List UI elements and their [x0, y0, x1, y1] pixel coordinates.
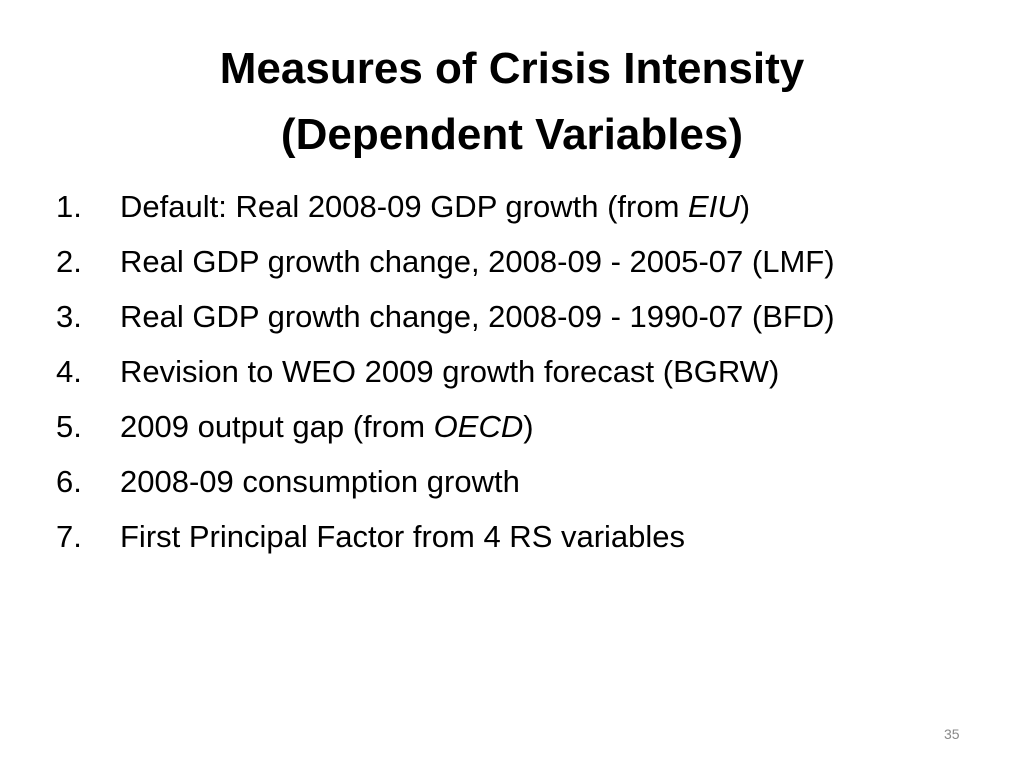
item-text: Real GDP growth change, 2008-09 - 1990-0…: [120, 294, 890, 340]
list-item: 1. Default: Real 2008-09 GDP growth (from…: [56, 184, 906, 230]
list-item: 5. 2009 output gap (from OECD): [56, 404, 906, 450]
text-run: 2008-09 consumption growth: [120, 464, 520, 499]
item-number: 2.: [56, 244, 82, 279]
item-number: 4.: [56, 354, 82, 389]
list-item: 3. Real GDP growth change, 2008-09 - 1990…: [56, 294, 906, 340]
text-run: Default: Real 2008-09 GDP growth (from: [120, 189, 689, 224]
text-run: 2009 output gap (from: [120, 409, 434, 444]
text-run: Real GDP growth change, 2008-09 - 1990-0…: [120, 299, 835, 334]
slide-title: Measures of Crisis Intensity (Dependent V…: [0, 36, 1024, 168]
text-run: First Principal Factor from 4 RS variabl…: [120, 519, 686, 554]
item-text: First Principal Factor from 4 RS variabl…: [120, 514, 890, 560]
title-line: (Dependent Variables): [280, 110, 744, 159]
text-run: ): [739, 189, 751, 224]
page-number: 35: [944, 726, 960, 742]
list-item: 6. 2008-09 consumption growth: [56, 459, 906, 505]
item-number: 3.: [56, 299, 82, 334]
item-number: 5.: [56, 409, 82, 444]
item-number: 1.: [56, 189, 82, 224]
item-number: 6.: [56, 464, 82, 499]
text-run: ): [523, 409, 534, 444]
item-text: 2008-09 consumption growth: [120, 459, 890, 505]
item-text: 2009 output gap (from OECD): [120, 404, 890, 450]
list-item: 2. Real GDP growth change, 2008-09 - 2005…: [56, 239, 906, 285]
list-item: 4. Revision to WEO 2009 growth forecast (…: [56, 349, 906, 395]
item-number: 7.: [56, 519, 82, 554]
text-run: EIU: [688, 189, 740, 224]
text-run: OECD: [433, 409, 524, 444]
list-item: 7. First Principal Factor from 4 RS varia…: [56, 514, 906, 560]
item-text: Default: Real 2008-09 GDP growth (from E…: [120, 184, 890, 230]
text-run: Revision to WEO 2009 growth forecast (BG…: [120, 354, 780, 389]
item-text: Real GDP growth change, 2008-09 - 2005-0…: [120, 239, 890, 285]
title-line: Measures of Crisis Intensity: [219, 44, 805, 93]
text-run: Real GDP growth change, 2008-09 - 2005-0…: [120, 244, 835, 279]
item-list: 1. Default: Real 2008-09 GDP growth (from…: [56, 184, 906, 569]
item-text: Revision to WEO 2009 growth forecast (BG…: [120, 349, 890, 395]
